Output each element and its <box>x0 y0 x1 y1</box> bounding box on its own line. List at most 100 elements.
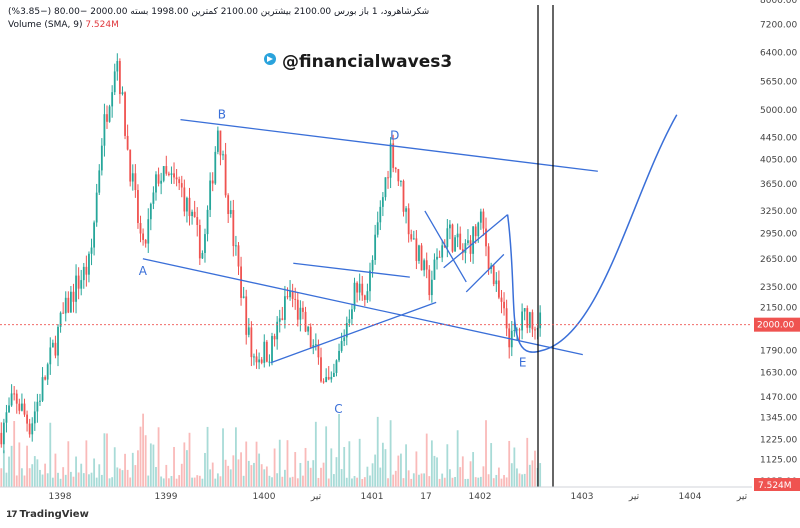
candle-body <box>309 326 312 348</box>
candle-body <box>441 245 444 258</box>
candle-body <box>88 253 90 275</box>
volume-bar <box>312 460 315 487</box>
volume-bar <box>322 462 325 487</box>
candle-body <box>433 259 436 280</box>
pattern-line <box>443 214 509 269</box>
candle-body <box>335 360 338 373</box>
volume-bar <box>534 450 536 487</box>
volume-bar <box>193 477 196 487</box>
volume-bar <box>268 475 271 487</box>
volume-bar <box>232 455 235 487</box>
tradingview-footer[interactable]: 17 TradingView <box>6 509 89 520</box>
volume-bar <box>505 477 508 487</box>
candle-body <box>98 170 101 193</box>
volume-bar <box>258 453 261 487</box>
candle-body <box>405 208 407 212</box>
candle-body <box>296 299 299 320</box>
volume-bar <box>472 452 475 487</box>
volume-bar <box>449 469 451 487</box>
volume-bar <box>291 476 294 487</box>
candle-body <box>80 280 83 289</box>
y-tick-label: 4050.00 <box>760 155 797 165</box>
candle-body <box>188 197 191 217</box>
y-tick-label: 2350.00 <box>760 283 797 293</box>
candle-body <box>15 393 18 404</box>
volume-bar <box>361 478 364 487</box>
volume-bar <box>351 478 353 487</box>
candle-body <box>72 291 75 302</box>
y-tick-label: 7200.00 <box>760 21 797 31</box>
volume-bar <box>235 427 237 487</box>
volume-bar <box>438 478 441 487</box>
candle-body <box>242 296 245 298</box>
candle-body <box>28 423 31 435</box>
volume-bar <box>443 477 446 487</box>
volume-bar <box>299 462 302 487</box>
x-tick-label: 1402 <box>469 492 492 502</box>
candle-body <box>294 298 297 300</box>
watermark-text: @financialwaves3 <box>282 52 453 72</box>
candle-body <box>539 312 542 329</box>
candle-body <box>160 180 163 184</box>
candle-body <box>180 183 183 188</box>
volume-bar <box>139 426 142 487</box>
candle-body <box>387 177 389 179</box>
volume-bar <box>111 477 114 487</box>
candle-body <box>10 393 13 406</box>
candle-body <box>394 167 397 170</box>
wave-label: A <box>139 264 148 278</box>
candle-body <box>196 217 199 225</box>
candle-body <box>62 312 65 314</box>
volume-bar <box>433 455 436 487</box>
candle-body <box>449 224 451 229</box>
volume-bar <box>183 442 186 487</box>
y-tick-label: 5000.00 <box>760 106 797 116</box>
candle-body <box>59 312 62 327</box>
candle-body <box>299 307 302 320</box>
volume-bar <box>363 477 366 487</box>
candle-body <box>451 224 454 252</box>
candle-body <box>129 149 132 182</box>
candle-body <box>41 377 44 401</box>
volume-bar <box>356 477 358 487</box>
volume-bar <box>180 463 183 487</box>
volume-bar <box>214 478 217 487</box>
candle-body <box>106 114 108 122</box>
candle-body <box>85 266 88 275</box>
volume-bar <box>379 467 382 487</box>
candle-body <box>523 308 526 312</box>
pattern-line <box>142 258 583 356</box>
volume-bar <box>278 439 281 487</box>
candle-body <box>193 211 196 218</box>
candle-body <box>371 259 374 271</box>
volume-bar <box>490 443 493 487</box>
candle-body <box>521 311 524 331</box>
candle-body <box>273 336 276 340</box>
last-price-tag <box>754 317 800 332</box>
wave-label: D <box>390 128 399 142</box>
candle-body <box>327 376 330 380</box>
volume-bar <box>402 478 405 487</box>
volume-bar <box>410 478 413 487</box>
projection-curve <box>506 114 678 353</box>
candle-body <box>82 266 85 281</box>
candle-body <box>289 290 291 298</box>
volume-bar <box>260 464 263 487</box>
candle-body <box>351 309 353 320</box>
volume-bar <box>307 460 310 487</box>
candle-body <box>503 301 505 309</box>
volume-bar <box>23 475 26 487</box>
volume-bar <box>477 477 480 487</box>
volume-bar <box>286 440 289 487</box>
candle-body <box>495 280 498 285</box>
candle-body <box>485 228 487 247</box>
candle-body <box>389 143 392 178</box>
volume-bar <box>397 455 400 487</box>
volume-bar <box>369 475 371 487</box>
volume-bar <box>531 460 534 487</box>
volume-bar <box>15 475 18 487</box>
x-tick-label: 1403 <box>571 492 594 502</box>
candle-body <box>425 260 428 270</box>
candle-body <box>356 282 358 293</box>
